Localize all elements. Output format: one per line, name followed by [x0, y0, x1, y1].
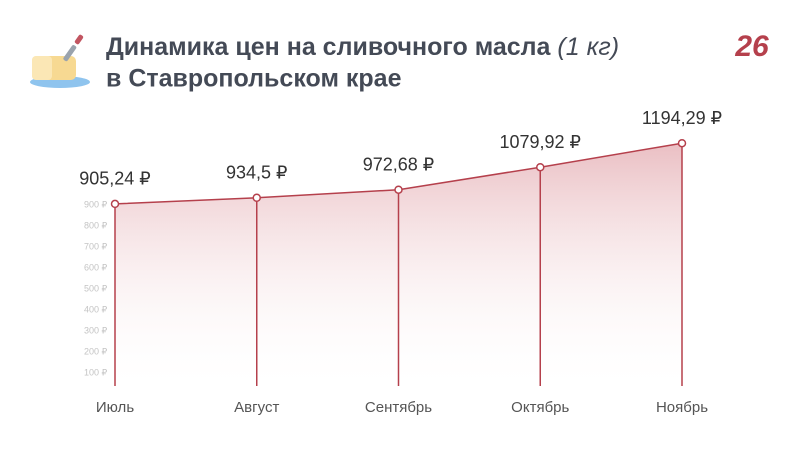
- y-tick-label: 900 ₽: [84, 199, 108, 209]
- y-tick-label: 200 ₽: [84, 346, 108, 356]
- x-tick-label: Август: [234, 399, 279, 416]
- point: [536, 162, 545, 172]
- value-label: 972,68 ₽: [363, 154, 435, 174]
- brand-logo: 26: [734, 30, 769, 63]
- value-label: 1194,29 ₽: [642, 108, 722, 128]
- y-tick-label: 600 ₽: [84, 262, 108, 272]
- x-tick-label: Октябрь: [511, 399, 569, 416]
- y-tick-label: 500 ₽: [84, 283, 108, 293]
- chart-title: Динамика цен на сливочного масла (1 кг): [106, 33, 619, 61]
- chart-subtitle: в Ставропольском крае: [106, 65, 402, 93]
- y-tick-label: 800 ₽: [84, 220, 108, 230]
- point: [110, 199, 120, 209]
- x-tick-label: Сентябрь: [365, 399, 432, 416]
- value-label: 934,5 ₽: [226, 163, 288, 183]
- point: [677, 138, 687, 148]
- butter-icon: [30, 34, 90, 88]
- title-main: Динамика цен на сливочного масла: [106, 33, 552, 61]
- y-tick-label: 700 ₽: [84, 241, 108, 251]
- point: [394, 185, 403, 194]
- value-label: 905,24 ₽: [79, 169, 151, 189]
- y-tick-label: 400 ₽: [84, 304, 108, 314]
- title-unit: (1 кг): [557, 33, 619, 61]
- y-tick-label: 100 ₽: [84, 367, 108, 377]
- x-tick-label: Ноябрь: [656, 399, 708, 416]
- y-tick-label: 300 ₽: [84, 325, 108, 335]
- value-label: 1079,92 ₽: [499, 132, 581, 152]
- x-tick-label: Июль: [96, 399, 134, 416]
- point: [252, 193, 261, 203]
